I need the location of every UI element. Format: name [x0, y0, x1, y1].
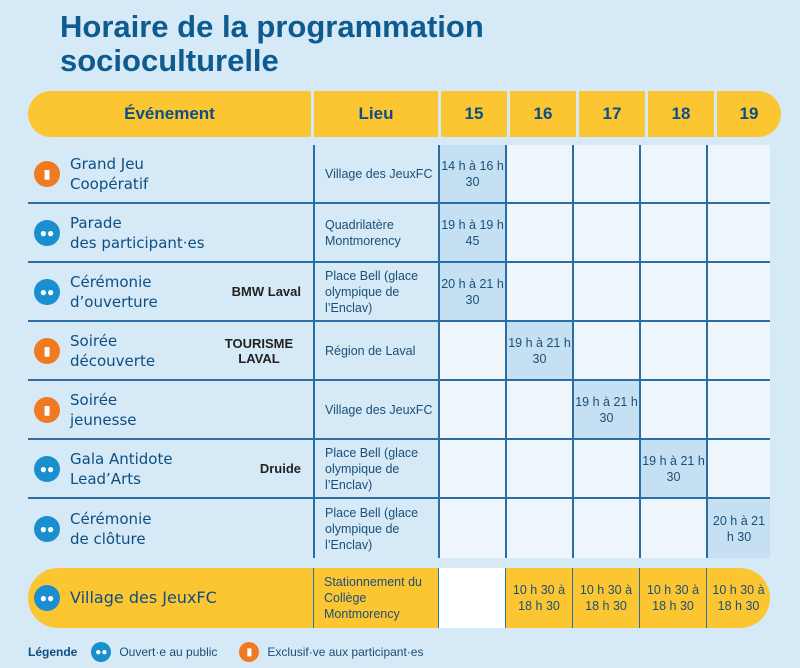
location-cell: Village des JeuxFC [313, 145, 438, 202]
day-cell [505, 499, 572, 558]
event-name: Soirée jeunesse [70, 390, 137, 429]
village-row: ●● Village des JeuxFC Stationnement du Col… [28, 568, 770, 628]
day-cell [639, 145, 706, 202]
event-name: Grand Jeu Coopératif [70, 154, 149, 193]
day-cell [572, 322, 639, 379]
group-icon: ●● [34, 455, 60, 482]
day-cell: 20 h à 21 h 30 [706, 499, 770, 558]
column-header: 16 [510, 91, 576, 137]
day-cell: 10 h 30 à 18 h 30 [706, 568, 770, 628]
event-name: Parade des participant·es [70, 213, 205, 252]
column-header: 15 [441, 91, 507, 137]
day-cell [639, 204, 706, 261]
location-cell: Stationnement du Collège Montmorency [313, 568, 438, 628]
day-cell [706, 145, 770, 202]
day-cell [572, 263, 639, 320]
day-cell: 20 h à 21 h 30 [438, 263, 505, 320]
day-cell [505, 440, 572, 497]
day-cell [572, 499, 639, 558]
day-cell [505, 204, 572, 261]
schedule-table: ▮ Grand Jeu Coopératif Village des JeuxFC 1… [28, 145, 770, 558]
badge-icon: ▮ [34, 396, 60, 423]
badge-icon: ▮ [34, 337, 60, 364]
column-header: Événement [28, 91, 311, 137]
day-cell [505, 381, 572, 438]
day-cell: 10 h 30 à 18 h 30 [639, 568, 706, 628]
sponsor-logo: TOURISME LAVAL [224, 335, 294, 366]
day-cell: 19 h à 19 h 45 [438, 204, 505, 261]
group-icon: ●● [91, 642, 112, 662]
badge-icon: ▮ [34, 160, 60, 187]
group-icon: ●● [34, 219, 60, 246]
day-cell [572, 145, 639, 202]
day-cell: 14 h à 16 h 30 [438, 145, 505, 202]
day-cell [706, 322, 770, 379]
day-cell [438, 440, 505, 497]
event-cell: ●● Parade des participant·es [28, 204, 313, 261]
table-row: ▮ Grand Jeu Coopératif Village des JeuxFC 1… [28, 145, 770, 204]
event-name: Gala Antidote Lead’Arts [70, 449, 173, 488]
table-row: ●● Cérémonie d’ouverture BMW Laval Place Be… [28, 263, 770, 322]
location-cell: Place Bell (glace olympique de l’Enclav) [313, 499, 438, 558]
day-cell [505, 263, 572, 320]
day-cell: 19 h à 21 h 30 [572, 381, 639, 438]
event-cell: ●● Gala Antidote Lead’Arts Druide [28, 440, 313, 497]
legend-exclusive: Exclusif·ve aux participant·es [267, 645, 424, 659]
day-cell [706, 440, 770, 497]
event-name: Cérémonie de clôture [70, 509, 152, 548]
table-header: Événement Lieu 15 16 17 18 19 [28, 91, 781, 137]
table-row: ▮ Soirée découverte TOURISME LAVAL Région d… [28, 322, 770, 381]
sponsor-logo: BMW Laval [231, 284, 301, 299]
location-cell: Place Bell (glace olympique de l’Enclav) [313, 440, 438, 497]
day-cell [639, 322, 706, 379]
day-cell [438, 499, 505, 558]
column-header: Lieu [314, 91, 438, 137]
column-header: 18 [648, 91, 714, 137]
legend-title: Légende [28, 645, 78, 659]
event-name: Cérémonie d’ouverture [70, 272, 158, 311]
column-header: 19 [717, 91, 781, 137]
legend: Légende ●● Ouvert·e au public ▮ Exclusif… [28, 642, 423, 662]
event-cell: ▮ Soirée jeunesse [28, 381, 313, 438]
day-cell: 10 h 30 à 18 h 30 [505, 568, 572, 628]
day-cell [639, 499, 706, 558]
day-cell [505, 145, 572, 202]
page-title: Horaire de la programmation socioculture… [60, 9, 484, 78]
event-cell: ●● Village des JeuxFC [28, 568, 313, 628]
day-cell [639, 381, 706, 438]
day-cell: 19 h à 21 h 30 [505, 322, 572, 379]
event-cell: ▮ Soirée découverte TOURISME LAVAL [28, 322, 313, 379]
day-cell [438, 568, 505, 628]
table-row: ●● Gala Antidote Lead’Arts Druide Place Bel… [28, 440, 770, 499]
event-cell: ▮ Grand Jeu Coopératif [28, 145, 313, 202]
column-header: 17 [579, 91, 645, 137]
location-cell: Village des JeuxFC [313, 381, 438, 438]
location-cell: Quadrilatère Montmorency [313, 204, 438, 261]
sponsor-logo: Druide [259, 461, 301, 476]
table-row: ▮ Soirée jeunesse Village des JeuxFC 19 h à… [28, 381, 770, 440]
day-cell: 10 h 30 à 18 h 30 [572, 568, 639, 628]
event-cell: ●● Cérémonie de clôture [28, 499, 313, 558]
day-cell [639, 263, 706, 320]
event-name: Soirée découverte [70, 331, 156, 370]
day-cell [572, 204, 639, 261]
legend-public: Ouvert·e au public [119, 645, 218, 659]
day-cell [706, 381, 770, 438]
group-icon: ●● [34, 515, 60, 542]
group-icon: ●● [34, 278, 60, 305]
group-icon: ●● [34, 585, 60, 611]
event-cell: ●● Cérémonie d’ouverture BMW Laval [28, 263, 313, 320]
badge-icon: ▮ [239, 642, 260, 662]
day-cell [438, 322, 505, 379]
day-cell [572, 440, 639, 497]
table-row: ●● Parade des participant·es Quadrilatère … [28, 204, 770, 263]
day-cell [438, 381, 505, 438]
location-cell: Place Bell (glace olympique de l’Enclav) [313, 263, 438, 320]
table-row: ●● Cérémonie de clôture Place Bell (glace … [28, 499, 770, 558]
event-name: Village des JeuxFC [70, 588, 217, 607]
day-cell [706, 263, 770, 320]
day-cell: 19 h à 21 h 30 [639, 440, 706, 497]
location-cell: Région de Laval [313, 322, 438, 379]
day-cell [706, 204, 770, 261]
